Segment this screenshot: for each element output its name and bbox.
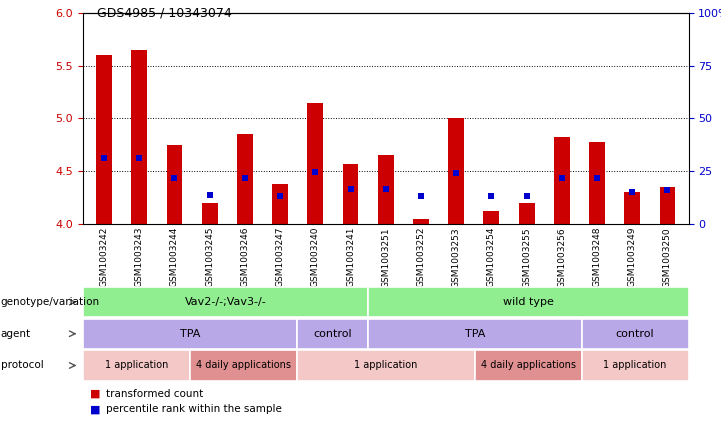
Bar [518,203,534,224]
Text: 4 daily applications: 4 daily applications [481,360,576,371]
Bar [413,219,429,224]
Text: protocol: protocol [1,360,43,371]
Bar [660,187,676,224]
Bar [624,192,640,224]
Bar [307,102,323,224]
Bar [272,184,288,224]
Bar [202,203,218,224]
Text: ■: ■ [90,389,101,399]
Bar [554,137,570,224]
Text: control: control [313,329,352,339]
Bar [342,164,358,224]
Text: transformed count: transformed count [106,389,203,399]
Bar [237,135,253,224]
Text: wild type: wild type [503,297,554,307]
Bar [96,55,112,224]
Text: Vav2-/-;Vav3-/-: Vav2-/-;Vav3-/- [185,297,266,307]
Text: control: control [616,329,655,339]
Text: TPA: TPA [180,329,200,339]
Bar [448,118,464,224]
Text: 1 application: 1 application [354,360,417,371]
Text: agent: agent [1,329,31,339]
Text: percentile rank within the sample: percentile rank within the sample [106,404,282,414]
Text: genotype/variation: genotype/variation [1,297,99,307]
Bar [167,145,182,224]
Text: 4 daily applications: 4 daily applications [195,360,291,371]
Text: 1 application: 1 application [105,360,168,371]
Bar [378,155,394,224]
Bar [484,212,499,224]
Text: TPA: TPA [464,329,485,339]
Bar [131,49,147,224]
Bar [589,142,605,224]
Text: ■: ■ [90,404,101,414]
Text: 1 application: 1 application [603,360,667,371]
Text: GDS4985 / 10343074: GDS4985 / 10343074 [97,6,232,19]
